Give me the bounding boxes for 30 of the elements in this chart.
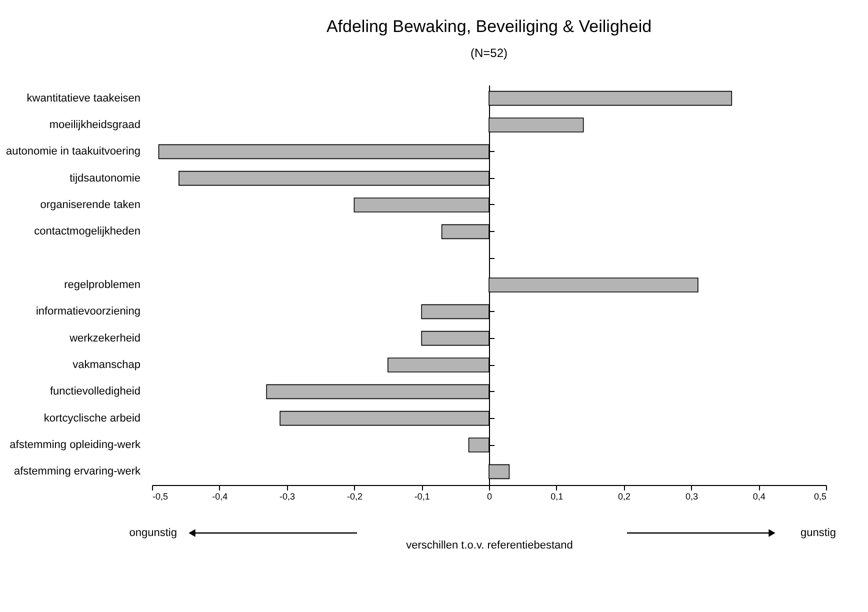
text: ongunstig xyxy=(129,527,177,539)
y-tick-label: kortcyclische arbeid xyxy=(44,412,140,424)
x-tick-label: 0 xyxy=(486,492,492,502)
y-tick-label: moeilijkheidsgraad xyxy=(49,119,140,131)
x-axis-title: verschillen t.o.v. referentiebestand xyxy=(406,540,573,552)
y-tick-label: werkzekerheid xyxy=(68,332,140,344)
x-tick-label: -0,3 xyxy=(280,492,296,502)
x-tick-label: 0,1 xyxy=(550,492,564,502)
y-tick-label: afstemming opleiding-werk xyxy=(10,439,141,451)
y-tick-label: informatievoorziening xyxy=(36,306,140,318)
y-tick-label: vakmanschap xyxy=(72,359,140,371)
y-tick-label: organiserende taken xyxy=(40,199,140,211)
y-tick-label: regelproblemen xyxy=(64,279,140,291)
chart-subtitle: (N=52) xyxy=(470,46,508,60)
y-tick-label: kwantitatieve taakeisen xyxy=(26,92,140,104)
y-tick-label: autonomie in taakuitvoering xyxy=(6,146,140,158)
y-tick-label: afstemming ervaring-werk xyxy=(14,466,141,478)
x-tick-label: 0,2 xyxy=(618,492,631,502)
chart-title: Afdeling Bewaking, Beveiliging & Veiligheid xyxy=(326,17,652,36)
y-tick-label: tijdsautonomie xyxy=(70,172,140,184)
x-tick-label: -0,5 xyxy=(152,492,168,502)
y-tick-label: functievolledigheid xyxy=(50,386,140,398)
x-tick-label: 0,5 xyxy=(814,492,826,502)
x-tick-label: -0,4 xyxy=(212,492,228,502)
x-tick-label: 0,3 xyxy=(685,492,698,502)
x-tick-label: 0,4 xyxy=(752,492,766,502)
x-tick-label: -0,1 xyxy=(414,492,430,502)
x-tick-label: -0,2 xyxy=(346,492,362,502)
y-tick-label: contactmogelijkheden xyxy=(34,226,140,238)
text: gunstig xyxy=(800,527,836,539)
